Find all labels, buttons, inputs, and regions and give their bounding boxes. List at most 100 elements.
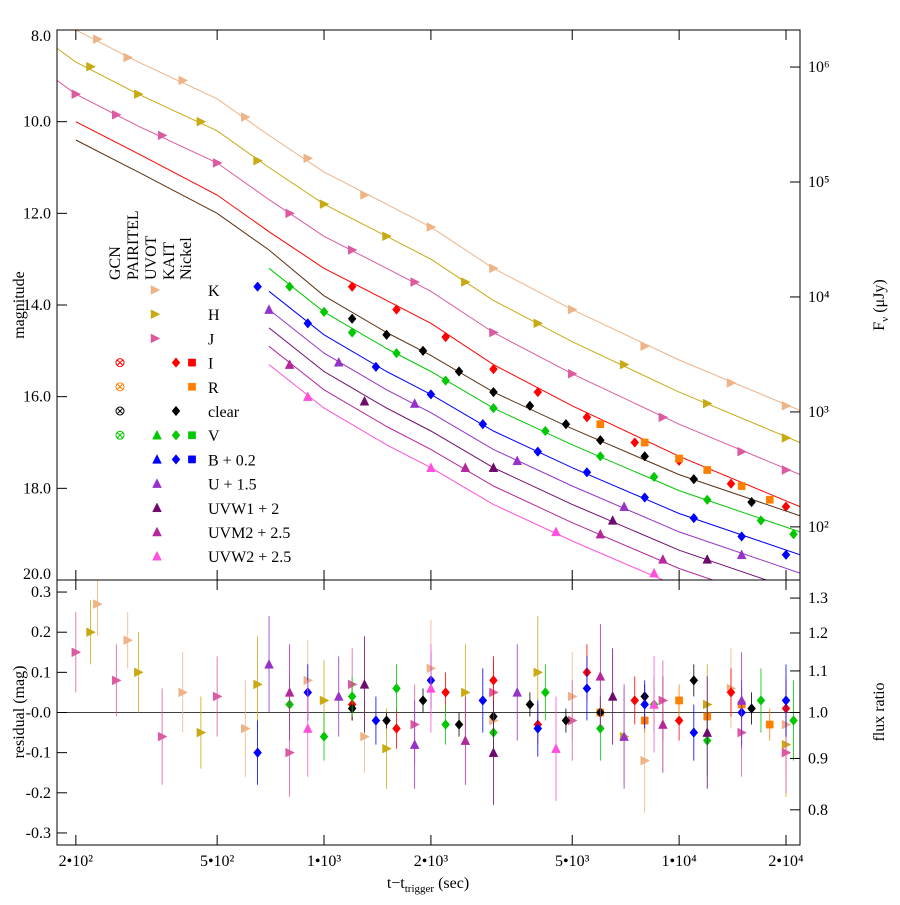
data-point [382,329,391,340]
data-point [488,462,499,472]
data-point [86,61,96,72]
residual-point [319,731,329,742]
y2-label-unit: (μJy) [871,279,888,316]
data-point [454,366,464,377]
residual-point [488,747,499,757]
data-point [702,554,713,564]
residual-point [253,747,262,758]
legend-marker [152,478,162,488]
legend-marker [150,285,161,295]
data-point [347,245,358,255]
residual-point [460,735,471,745]
data-point [541,425,550,437]
residual-point [702,699,713,710]
data-point [392,304,401,315]
y-tick-label: 1.2 [808,625,828,642]
y-tick-label: -0.2 [26,785,51,802]
residual-point [264,658,274,669]
y-tick-label: -0.3 [26,825,51,842]
data-point [640,492,650,503]
residual-point [285,747,295,758]
y-tick-label: 0.8 [808,802,828,819]
data-point [285,208,295,219]
residual-point [551,743,561,753]
data-point [736,549,747,560]
residual-point [640,755,651,766]
data-point [675,454,683,463]
residual-point [360,731,370,742]
residual-point [582,683,592,694]
residual-point [619,731,629,741]
residual-point [441,719,450,730]
top-frame [56,29,801,581]
residual-point [371,715,381,726]
residual-point [541,687,550,698]
legend-column-header: GCN [107,246,124,280]
data-point [196,116,207,127]
residual-plot [57,580,800,813]
data-point [649,471,659,483]
residual-point [658,695,669,706]
data-point [264,304,274,314]
data-point [781,465,792,475]
legend-marker [188,455,196,464]
residual-point [461,687,471,698]
legend-marker [152,550,162,561]
data-point [607,515,618,525]
legend-label: J [208,331,214,348]
data-point [630,437,640,448]
x-label-main: t−t [387,875,405,892]
legend-label: UVW1 + 2 [208,501,279,518]
residual-axis-label: residual (mag) [11,666,28,759]
y-tick-label: 10⁶ [808,59,830,76]
y-tick-label: 18.0 [23,480,51,497]
data-point [567,368,578,379]
data-point [658,554,668,564]
fit-line [74,30,800,411]
legend-column-header: PAIRITEL [125,210,142,280]
residual-point [489,675,498,686]
legend-marker [152,526,162,537]
data-point [640,438,649,447]
data-point [489,402,498,414]
legend-label: K [208,283,220,300]
data-point [409,398,420,408]
flux-ratio-label: flux ratio [871,682,888,741]
y-tick-label: 1.3 [808,590,828,607]
data-point [595,528,606,539]
data-point [533,386,543,398]
data-point [478,418,488,430]
y-tick-label: 10⁵ [808,174,830,191]
data-point [302,391,313,401]
data-point [619,359,630,370]
data-point [285,281,294,292]
data-point [212,158,223,168]
y-tick-label: 10⁴ [808,289,830,306]
fit-line [75,121,800,508]
legend-label: B + 0.2 [208,452,256,469]
residual-point [689,675,699,686]
data-point [460,462,471,472]
y-tick-label: 1.1 [808,663,828,680]
residual-point [765,720,774,729]
x-tick-label: 2•10² [59,853,94,870]
y-tick-label: 10³ [808,404,829,421]
x-tick-label: 5•10³ [555,853,590,870]
legend-marker [152,502,162,513]
legend-marker [171,454,181,465]
data-point [619,501,629,511]
y-tick-label: 12.0 [23,205,51,222]
residual-point [756,695,766,706]
legend-marker [171,430,181,441]
residual-point [382,715,391,726]
data-point [512,455,523,466]
y-axis-label: magnitude [11,271,28,339]
y-tick-label: 1.0 [808,704,828,721]
data-point [747,496,756,508]
y-tick-label: 0.3 [31,584,51,601]
data-point [134,89,144,99]
data-point [781,549,791,560]
residual-point [525,699,535,710]
x-axis-label: t−ttrigger (sec) [387,875,469,895]
